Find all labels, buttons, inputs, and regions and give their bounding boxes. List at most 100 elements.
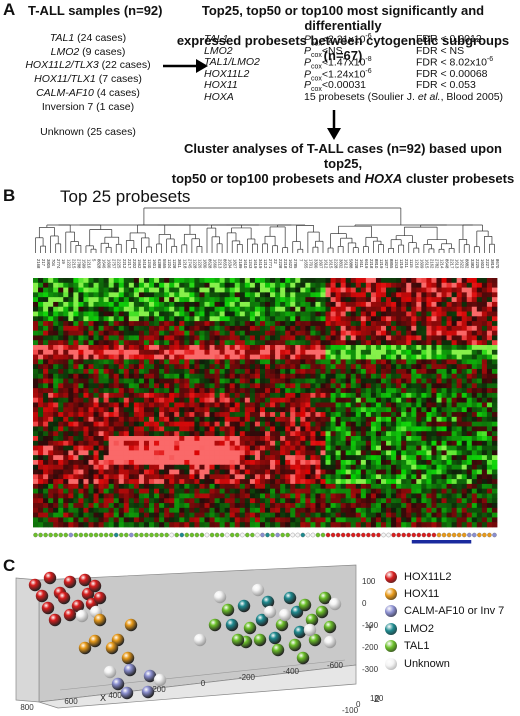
sample-sphere: [323, 635, 337, 649]
sample-id-label: 2774: [56, 259, 61, 269]
sample-id-label: 8653: [223, 259, 228, 269]
sample-id-label: 1830: [202, 259, 207, 269]
sample-id-label: 1619: [253, 259, 258, 269]
pvalue-exponent: -6: [365, 67, 372, 75]
sample-sphere: [63, 575, 77, 589]
sample-sphere: [103, 665, 117, 679]
sample-sphere: [303, 623, 317, 637]
pcox-symbol: P: [304, 56, 312, 69]
subgroup-dot: [325, 532, 331, 538]
stats-row: HOX11L2 Pcox<1.24x10-6 FDR < 0.00068: [204, 67, 514, 83]
sample-sphere: [43, 571, 57, 585]
x-tick-label: -600: [327, 661, 344, 670]
sample-id-label: 3382: [470, 259, 475, 269]
sample-group-count: (7 cases): [95, 73, 142, 86]
legend-label: HOX11L2: [404, 570, 452, 583]
sample-sphere: [88, 634, 102, 648]
sample-sphere: [255, 613, 269, 627]
sample-sphere: [253, 633, 267, 647]
sample-id-label: 5888: [349, 259, 354, 269]
subgroup-dot: [411, 532, 417, 538]
z-tick-label: -100: [342, 706, 359, 715]
stats-row: HOX11 Pcox<0.00031 FDR < 0.053: [204, 79, 514, 93]
subgroup-dot: [48, 532, 53, 538]
subgroup-dot: [366, 532, 371, 538]
panel-c-label: C: [3, 556, 16, 575]
subgroup-dots: [33, 532, 497, 538]
sample-id-label: 3805: [46, 259, 51, 269]
cluster-line2-pre: top50 or top100 probesets and: [171, 171, 365, 186]
subgroup-dot: [467, 532, 472, 538]
sample-sphere: [278, 608, 292, 622]
sample-sphere: [143, 669, 157, 683]
subgroup-dot: [446, 532, 452, 538]
sample-id-label: 3418: [142, 259, 147, 269]
sample-sphere: [328, 597, 342, 611]
sample-sphere: [263, 605, 277, 619]
pcox-subscript: cox: [311, 51, 322, 59]
y-tick-label: -200: [362, 643, 379, 652]
pcox-symbol: P: [304, 44, 312, 57]
sample-sphere: [296, 651, 310, 665]
sample-id-label: 1622: [460, 259, 465, 269]
sample-id-label: 2771: [268, 259, 273, 269]
subgroup-dot: [335, 532, 341, 538]
sample-id-label: 217: [41, 259, 46, 267]
stats-row-hoxa: HOXA 15 probesets (Soulier J. et al., Blo…: [204, 91, 514, 103]
top-title-line1: Top25, top50 or top100 most significantl…: [201, 3, 485, 33]
stats-row: TAL1/LMO2 Pcox<1.47x10-8 FDR < 8.02x10-6: [204, 56, 514, 71]
legend-item: HOX11: [385, 585, 519, 602]
sample-sphere: [251, 583, 265, 597]
subgroup-dot: [245, 532, 250, 538]
sample-sphere: [124, 618, 138, 632]
sample-id-label: 8648: [445, 259, 450, 269]
sample-group-name: CALM-AF10: [36, 86, 94, 99]
hoxa-text-post: , Blood 2005): [440, 90, 504, 103]
sample-group-name: HOX11L2/TLX3: [25, 59, 99, 72]
subgroup-dot: [124, 532, 129, 538]
sample-id-label: 2228: [354, 259, 359, 269]
subgroup-dot: [179, 532, 185, 538]
sample-sphere: [323, 620, 337, 634]
sample-group-count: (24 cases): [74, 32, 127, 44]
x-tick-label: 200: [152, 685, 166, 694]
sample-id-label: 1226: [197, 259, 202, 269]
sample-id-label: 1214: [440, 259, 445, 269]
z-tick-label: 100: [370, 694, 384, 703]
sample-id-label: 1611: [359, 259, 364, 269]
sample-id-label: 2218: [283, 259, 288, 269]
stats-pvalue: Pcox<1.24x10-6: [304, 68, 372, 83]
sample-id-label: 5: [92, 259, 97, 262]
sample-sphere: [261, 595, 275, 609]
stats-row: TAL1 Pcox<2.21x10-6 FDR < 0.0012: [204, 33, 514, 48]
subgroup-dot: [477, 532, 482, 538]
probeset-stats-table: TAL1 Pcox<2.21x10-6 FDR < 0.0012 LMO2 Pcox<N…: [204, 33, 514, 103]
sample-id-labels: 2168 217 3805 704 2774 19 1222 2215 2788 1599 1210…: [36, 259, 500, 269]
sample-id-label: 2745: [187, 259, 192, 269]
heatmap-cells: [33, 278, 498, 528]
subgroup-dot: [310, 532, 316, 538]
legend-item: TAL1: [385, 638, 519, 655]
legend-item: Unknown: [385, 655, 519, 672]
sample-group-row: HOX11L2/TLX3 (22 cases): [14, 59, 162, 73]
sample-spheres: [28, 571, 342, 700]
sample-sphere: [71, 599, 85, 613]
sample-sphere: [275, 618, 289, 632]
legend-item: HOX11L2: [385, 568, 519, 585]
sample-id-label: 2225: [117, 259, 122, 269]
sample-id-label: 1228: [172, 259, 177, 269]
sample-id-label: 8828: [97, 259, 102, 269]
stats-fdr: FDR < NS: [416, 45, 464, 57]
sample-sphere: [57, 591, 71, 605]
subgroup-dot: [290, 532, 295, 538]
subgroup-dot: [43, 532, 48, 538]
sample-id-label: 2162: [429, 259, 434, 269]
sample-sphere: [290, 605, 304, 619]
axis-label: X: [100, 693, 106, 703]
subgroup-dot: [189, 532, 195, 538]
subgroup-dot: [209, 532, 215, 538]
subgroup-dot: [461, 532, 467, 538]
sample-group-row: TAL1 (24 cases): [14, 32, 162, 46]
fdr-text: FDR < 0.00068: [416, 67, 488, 80]
